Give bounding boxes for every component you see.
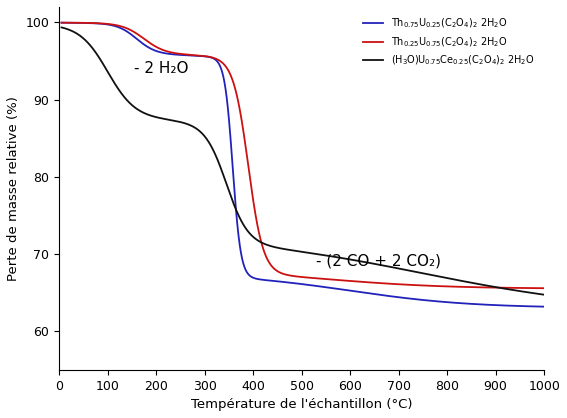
Y-axis label: Perte de masse relative (%): Perte de masse relative (%) [7,96,20,281]
X-axis label: Température de l'échantillon (°C): Température de l'échantillon (°C) [191,398,412,411]
Legend: Th$_{0.75}$U$_{0.25}$(C$_2$O$_4$)$_2$ 2H$_2$O, Th$_{0.25}$U$_{0.75}$(C$_2$O$_4$): Th$_{0.75}$U$_{0.25}$(C$_2$O$_4$)$_2$ 2H… [358,12,539,72]
Text: - 2 H₂O: - 2 H₂O [134,61,189,76]
Text: - (2 CO + 2 CO₂): - (2 CO + 2 CO₂) [316,254,441,268]
